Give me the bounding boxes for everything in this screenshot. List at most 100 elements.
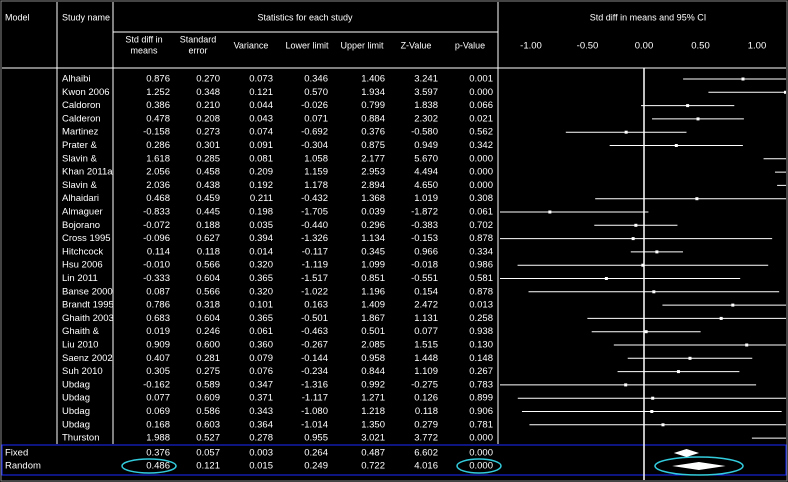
cell: 0.267 xyxy=(469,366,493,377)
cell: -1.705 xyxy=(301,207,328,218)
cell: 0.270 xyxy=(196,74,220,85)
cell: 0.909 xyxy=(146,340,170,351)
plot-area xyxy=(500,77,786,470)
effect-marker xyxy=(676,370,680,374)
cell: 0.121 xyxy=(249,87,273,98)
cell: 0.365 xyxy=(249,313,273,324)
cell: 0.844 xyxy=(361,366,385,377)
cell: 0.603 xyxy=(196,419,220,430)
study-name: Alhaidari xyxy=(62,193,99,204)
cell: 0.334 xyxy=(469,246,493,257)
cell: 0.878 xyxy=(469,233,493,244)
cell: -1.326 xyxy=(301,233,328,244)
effect-marker xyxy=(686,104,690,108)
effect-marker xyxy=(631,237,635,241)
cell: 0.210 xyxy=(196,100,220,111)
cell: 3.597 xyxy=(414,87,438,98)
study-name: Alhaibi xyxy=(62,74,91,85)
cell: 1.196 xyxy=(361,286,385,297)
cell: 0.586 xyxy=(196,406,220,417)
cell: -0.158 xyxy=(143,127,170,138)
cell: 0.438 xyxy=(196,180,220,191)
effect-marker xyxy=(696,117,700,121)
cell: -1.119 xyxy=(302,260,328,271)
column-header: Lower limit xyxy=(285,40,329,50)
cell: 0.604 xyxy=(196,313,220,324)
study-name: Banse 2000 xyxy=(62,286,113,297)
effect-marker xyxy=(624,130,628,134)
cell: 0.609 xyxy=(196,393,220,404)
cell: 0.683 xyxy=(146,313,170,324)
cell: -0.692 xyxy=(301,127,328,138)
cell: 0.365 xyxy=(249,273,273,284)
effect-marker xyxy=(655,250,659,254)
cell: -1.014 xyxy=(301,419,328,430)
cell: -0.551 xyxy=(411,273,438,284)
cell: -1.080 xyxy=(301,406,328,417)
model-label: Random xyxy=(5,461,41,472)
cell: 0.279 xyxy=(414,419,438,430)
cell: -1.872 xyxy=(411,207,438,218)
cell: 0.066 xyxy=(469,100,493,111)
cell: 0.407 xyxy=(146,353,170,364)
statistics-header: Statistics for each study xyxy=(257,12,353,22)
effect-marker xyxy=(783,90,786,94)
cell: 0.074 xyxy=(249,127,273,138)
cell: 0.000 xyxy=(469,153,493,164)
cell: -0.432 xyxy=(301,193,328,204)
cell: 0.077 xyxy=(414,326,438,337)
cell: -0.026 xyxy=(301,100,328,111)
cell: 1.131 xyxy=(414,313,438,324)
cell: -0.833 xyxy=(143,207,170,218)
cell: -0.096 xyxy=(143,233,170,244)
summary-diamond xyxy=(673,449,700,457)
study-name: Ubdag xyxy=(62,393,90,404)
study-header: Study name xyxy=(62,12,110,22)
cell: 3.021 xyxy=(361,433,385,444)
cell: 0.992 xyxy=(361,379,385,390)
cell: 1.350 xyxy=(361,419,385,430)
cell: -0.162 xyxy=(143,379,170,390)
column-header: means xyxy=(130,45,158,55)
cell: 0.348 xyxy=(196,87,220,98)
cell: 0.949 xyxy=(414,140,438,151)
cell: 0.087 xyxy=(146,286,170,297)
cell: 0.345 xyxy=(361,246,385,257)
cell: 0.301 xyxy=(196,140,220,151)
effect-marker xyxy=(604,277,608,280)
cell: -0.144 xyxy=(301,353,328,364)
summary-diamond xyxy=(672,462,726,470)
study-name: Prater & xyxy=(62,140,98,151)
cell: 0.126 xyxy=(414,393,438,404)
cell: -0.440 xyxy=(301,220,328,231)
study-name: Thurston xyxy=(62,433,100,444)
cell: 0.015 xyxy=(249,461,273,472)
highlight xyxy=(654,456,744,476)
cell: 0.130 xyxy=(469,340,493,351)
column-header: error xyxy=(188,45,207,55)
column-header: Standard xyxy=(180,34,217,44)
cell: 0.958 xyxy=(361,353,385,364)
study-name: Hitchcock xyxy=(62,246,103,257)
cell: 0.154 xyxy=(414,286,438,297)
effect-marker xyxy=(695,197,699,201)
cell: 1.178 xyxy=(304,180,328,191)
cell: 0.073 xyxy=(249,74,273,85)
cell: 0.562 xyxy=(469,127,493,138)
effect-marker xyxy=(674,144,678,147)
x-tick-label: -1.00 xyxy=(520,41,542,52)
cell: 0.208 xyxy=(196,113,220,124)
plot-title: Std diff in means and 95% CI xyxy=(590,12,706,22)
cell: 0.188 xyxy=(196,220,220,231)
cell: 0.955 xyxy=(304,433,328,444)
cell: 0.101 xyxy=(249,300,273,311)
cell: 0.600 xyxy=(196,340,220,351)
cell: 0.000 xyxy=(469,461,493,472)
cell: 1.134 xyxy=(361,233,385,244)
cell: 0.478 xyxy=(146,113,170,124)
cell: 1.019 xyxy=(414,193,438,204)
cell: 0.343 xyxy=(249,406,273,417)
